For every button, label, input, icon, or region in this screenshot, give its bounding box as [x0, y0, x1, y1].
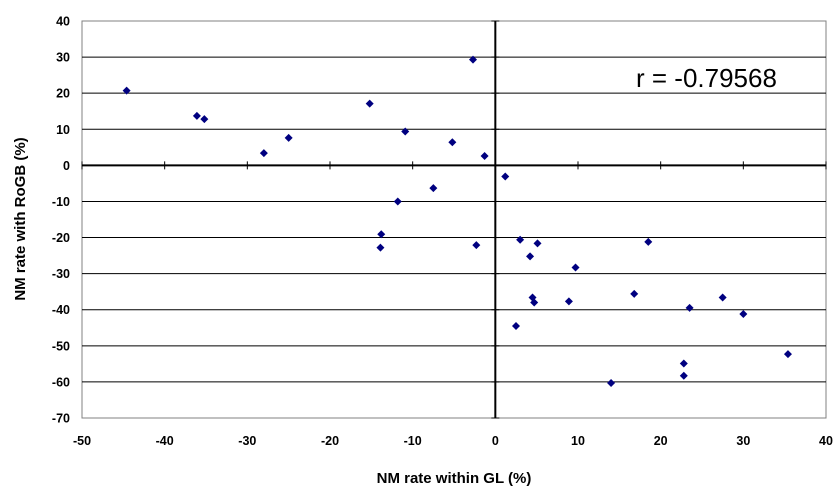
x-tick-label: -30: [238, 434, 256, 448]
data-point: [448, 138, 457, 147]
x-tick-label: 0: [492, 434, 499, 448]
y-tick-label: 10: [56, 123, 70, 137]
y-tick-label: -60: [52, 375, 70, 389]
data-point: [472, 241, 481, 250]
x-tick-label: -20: [321, 434, 339, 448]
data-point: [284, 133, 293, 142]
data-point: [685, 303, 694, 312]
data-point: [192, 111, 201, 120]
data-point: [469, 55, 478, 64]
y-tick-label: 0: [63, 159, 70, 173]
data-point: [401, 127, 410, 136]
data-point: [376, 243, 385, 252]
data-point: [533, 239, 542, 248]
data-point: [377, 230, 386, 239]
data-point: [739, 310, 748, 319]
data-point: [526, 252, 535, 261]
x-tick-label: -50: [73, 434, 91, 448]
y-tick-labels: 40 30 20 10 0 -10 -20 -30 -40 -50 -60 -70: [52, 15, 70, 426]
data-point: [644, 237, 653, 246]
y-tick-label: -30: [52, 267, 70, 281]
y-tick-label: -40: [52, 303, 70, 317]
data-point: [122, 86, 131, 95]
data-point: [429, 184, 438, 193]
data-point: [564, 297, 573, 306]
data-point: [783, 350, 792, 359]
data-point: [365, 99, 374, 108]
x-axis-title: NM rate within GL (%): [377, 470, 532, 487]
x-tick-label: -40: [156, 434, 174, 448]
axes: [81, 20, 827, 419]
data-point: [516, 235, 525, 244]
data-point: [501, 172, 510, 181]
data-point: [200, 115, 209, 124]
y-tick-label: 20: [56, 87, 70, 101]
data-point: [259, 149, 268, 158]
y-tick-label: -20: [52, 231, 70, 245]
data-points: [122, 55, 792, 387]
x-tick-label: 30: [736, 434, 750, 448]
data-point: [679, 371, 688, 380]
y-tick-label: -50: [52, 339, 70, 353]
y-tick-label: 40: [56, 15, 70, 29]
plot-area: [81, 20, 827, 419]
data-point: [393, 197, 402, 206]
y-tick-label: 30: [56, 51, 70, 65]
x-tick-label: 10: [571, 434, 585, 448]
data-point: [630, 289, 639, 298]
correlation-annotation: r = -0.79568: [636, 63, 777, 93]
x-tick-label: -10: [404, 434, 422, 448]
x-tick-labels: -50 -40 -30 -20 -10 0 10 20 30 40: [73, 434, 833, 448]
data-point: [679, 359, 688, 368]
data-point: [718, 293, 727, 302]
data-point: [607, 378, 616, 387]
y-tick-label: -10: [52, 195, 70, 209]
y-tick-label: -70: [52, 412, 70, 426]
data-point: [571, 263, 580, 272]
y-axis-title: NM rate with RoGB (%): [12, 137, 29, 300]
gridlines: [82, 56, 826, 383]
x-tick-label: 20: [654, 434, 668, 448]
x-tick-label: 40: [819, 434, 833, 448]
data-point: [480, 151, 489, 160]
data-point: [512, 321, 520, 330]
data-point: [530, 298, 539, 307]
